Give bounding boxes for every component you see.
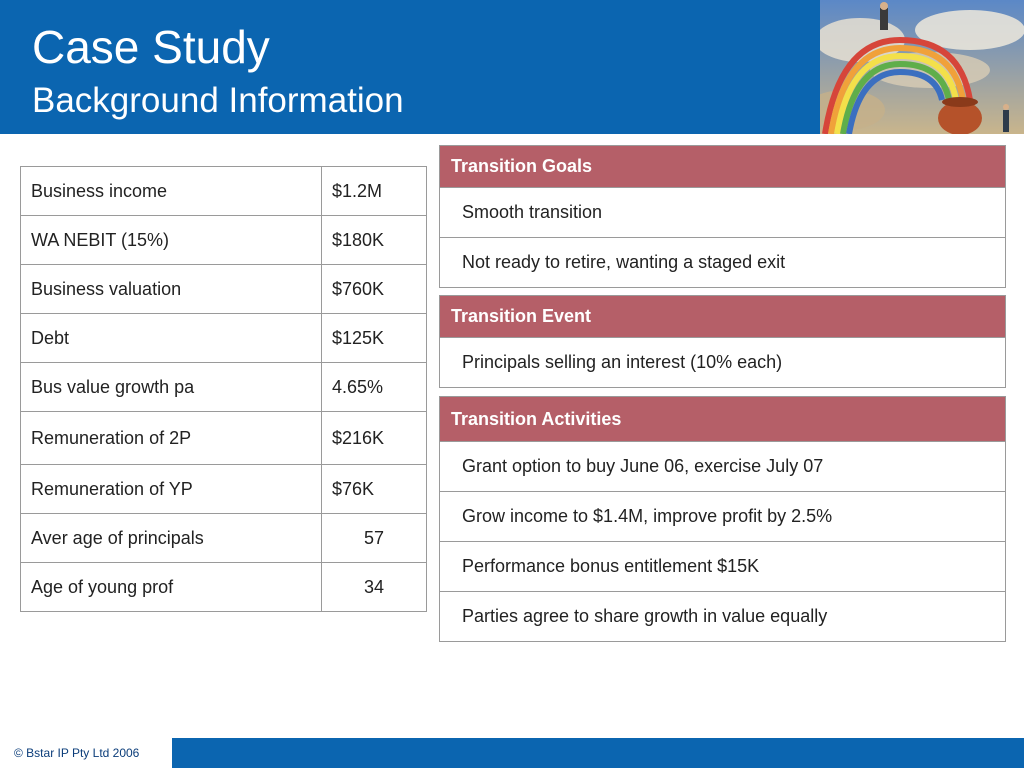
list-item: Not ready to retire, wanting a staged ex… xyxy=(439,238,1006,288)
list-item: Smooth transition xyxy=(439,188,1006,238)
list-item: Performance bonus entitlement $15K xyxy=(439,542,1006,592)
transition-goals-heading: Transition Goals xyxy=(439,145,1006,188)
list-item: Grant option to buy June 06, exercise Ju… xyxy=(439,442,1006,492)
list-item: Grow income to $1.4M, improve profit by … xyxy=(439,492,1006,542)
transition-event-heading: Transition Event xyxy=(439,295,1006,338)
row-value: $76K xyxy=(321,464,427,514)
row-label: Remuneration of YP xyxy=(20,464,322,514)
row-value: $180K xyxy=(321,215,427,265)
page-title: Case Study xyxy=(32,21,270,73)
row-value: 34 xyxy=(321,562,427,612)
page-subtitle: Background Information xyxy=(32,81,404,120)
table-row: Remuneration of YP $76K xyxy=(20,464,427,514)
row-value: $760K xyxy=(321,264,427,314)
row-label: Business valuation xyxy=(20,264,322,314)
footer: © Bstar IP Pty Ltd 2006 xyxy=(0,738,1024,768)
rainbow-pot-of-gold-illustration xyxy=(820,0,1024,134)
transition-activities-panel: Transition Activities Grant option to bu… xyxy=(439,396,1006,642)
row-label: WA NEBIT (15%) xyxy=(20,215,322,265)
table-row: Remuneration of 2P $216K xyxy=(20,411,427,465)
transition-goals-panel: Transition Goals Smooth transition Not r… xyxy=(439,145,1006,288)
footer-bar xyxy=(172,738,1024,768)
copyright-text: © Bstar IP Pty Ltd 2006 xyxy=(14,746,140,760)
list-item: Parties agree to share growth in value e… xyxy=(439,592,1006,642)
row-value: 57 xyxy=(321,513,427,563)
table-row: Debt $125K xyxy=(20,313,427,363)
footer-copyright-area: © Bstar IP Pty Ltd 2006 xyxy=(0,738,172,768)
table-row: Business income $1.2M xyxy=(20,166,427,216)
row-label: Bus value growth pa xyxy=(20,362,322,412)
transition-activities-heading: Transition Activities xyxy=(439,396,1006,442)
financial-summary-table: Business income $1.2M WA NEBIT (15%) $18… xyxy=(20,166,427,612)
list-item: Principals selling an interest (10% each… xyxy=(439,338,1006,388)
row-label: Debt xyxy=(20,313,322,363)
header-banner: Case Study Background Information xyxy=(0,0,1024,134)
row-value: $1.2M xyxy=(321,166,427,216)
transition-event-panel: Transition Event Principals selling an i… xyxy=(439,295,1006,388)
row-label: Aver age of principals xyxy=(20,513,322,563)
row-label: Business income xyxy=(20,166,322,216)
row-value: $216K xyxy=(321,411,427,465)
table-row: Bus value growth pa 4.65% xyxy=(20,362,427,412)
row-value: 4.65% xyxy=(321,362,427,412)
row-value: $125K xyxy=(321,313,427,363)
table-row: Aver age of principals 57 xyxy=(20,513,427,563)
row-label: Age of young prof xyxy=(20,562,322,612)
table-row: Age of young prof 34 xyxy=(20,562,427,612)
row-label: Remuneration of 2P xyxy=(20,411,322,465)
table-row: Business valuation $760K xyxy=(20,264,427,314)
table-row: WA NEBIT (15%) $180K xyxy=(20,215,427,265)
